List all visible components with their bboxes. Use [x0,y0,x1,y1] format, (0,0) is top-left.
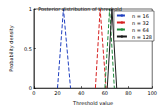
svg-text:20: 20 [54,90,60,96]
svg-text:0: 0 [32,90,35,96]
svg-text:60: 60 [102,90,108,96]
svg-text:n = 64: n = 64 [132,27,149,33]
svg-text:Probability density: Probability density [8,25,15,71]
svg-text:0: 0 [28,85,32,92]
svg-text:0.5: 0.5 [24,46,32,52]
svg-text:n = 128: n = 128 [132,34,152,40]
svg-text:40: 40 [78,90,84,96]
svg-text:80: 80 [125,90,131,96]
svg-text:n = 32: n = 32 [132,20,149,26]
svg-text:100: 100 [147,90,157,96]
svg-text:Threshold value: Threshold value [72,100,113,106]
svg-text:Posterior distribution of thre: Posterior distribution of threshold [38,6,122,12]
svg-text:n = 16: n = 16 [132,13,149,19]
svg-text:1: 1 [29,6,32,12]
